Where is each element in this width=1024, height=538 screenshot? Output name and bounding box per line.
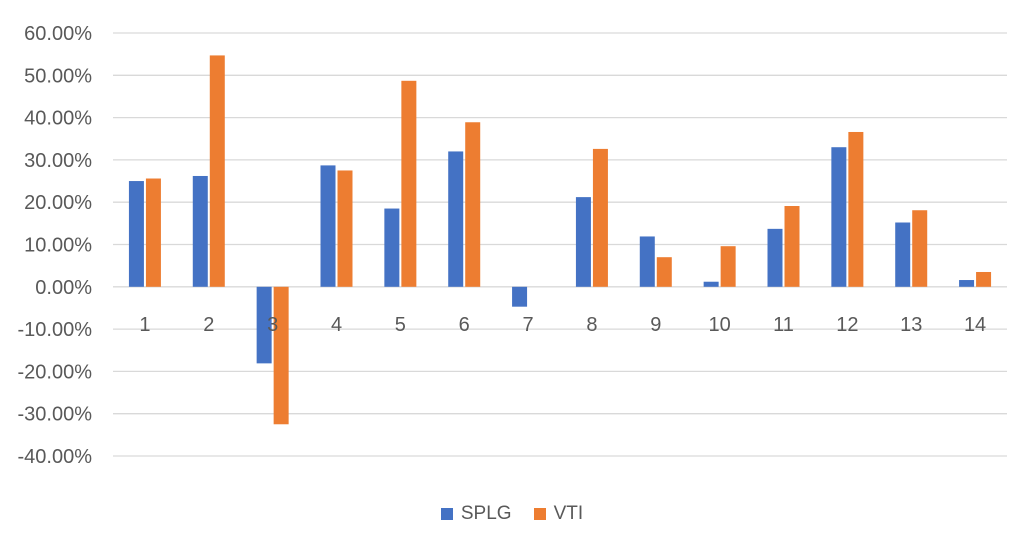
bar-splg [256, 286, 272, 364]
y-tick-label: 50.00% [24, 65, 92, 87]
bar-vti [209, 55, 225, 287]
x-tick-label: 11 [773, 314, 794, 336]
x-tick-label: 1 [139, 314, 150, 336]
y-tick-label: -40.00% [18, 446, 93, 468]
x-tick-label: 2 [203, 314, 214, 336]
bar-vti [401, 80, 417, 287]
y-axis-ticks: 60.00% 50.00% 40.00% 30.00% 20.00% 10.00% 0.00… [18, 23, 93, 468]
y-tick-label: -20.00% [18, 361, 93, 383]
bar-splg [575, 197, 591, 287]
gridlines [113, 32, 1007, 457]
y-tick-label: 60.00% [24, 23, 92, 45]
x-tick-label: 9 [650, 314, 661, 336]
x-tick-label: 3 [267, 314, 278, 336]
bar-vti [465, 122, 481, 287]
bar-vti [976, 271, 992, 287]
y-tick-label: 0.00% [35, 277, 92, 299]
bar-splg [192, 175, 208, 287]
bar-vti [720, 246, 736, 287]
y-tick-label: 40.00% [24, 108, 92, 130]
y-tick-label: 30.00% [24, 150, 92, 172]
bar-splg [384, 208, 400, 287]
bar-vti [337, 170, 353, 287]
x-tick-label: 6 [459, 314, 470, 336]
bar-splg [767, 228, 783, 287]
legend-label-vti: VTI [553, 503, 584, 524]
bar-splg [703, 281, 719, 287]
legend-swatch-vti [533, 508, 546, 520]
x-tick-label: 10 [709, 314, 731, 336]
legend-item-splg: SPLG [440, 503, 512, 525]
x-tick-label: 12 [836, 314, 858, 336]
x-tick-label: 8 [586, 314, 597, 336]
bar-splg [831, 147, 847, 287]
x-tick-label: 14 [964, 314, 986, 336]
legend-swatch-splg [440, 508, 453, 520]
legend-item-vti: VTI [533, 503, 584, 525]
y-tick-label: 20.00% [24, 192, 92, 214]
legend: SPLG VTI [0, 500, 1024, 528]
x-tick-label: 7 [523, 314, 534, 336]
bar-splg [448, 151, 464, 287]
bar-vti [784, 206, 800, 287]
bar-splg [639, 236, 655, 287]
bar-vti [273, 286, 289, 425]
bar-splg [320, 165, 336, 287]
y-tick-label: -30.00% [18, 404, 93, 426]
bar-vti [145, 178, 161, 287]
x-tick-label: 13 [900, 314, 922, 336]
bar-vti [912, 210, 928, 287]
bars [128, 55, 992, 425]
bar-vti [848, 131, 864, 287]
bar-splg [959, 280, 975, 287]
y-tick-label: 10.00% [24, 235, 92, 257]
bar-splg [512, 286, 528, 307]
bar-vti [592, 148, 608, 287]
x-tick-label: 5 [395, 314, 406, 336]
x-tick-label: 4 [331, 314, 342, 336]
bar-splg [895, 222, 911, 287]
x-axis-ticks: 1 2 3 4 5 6 7 8 9 10 11 12 13 14 [139, 314, 986, 336]
bar-splg [128, 181, 144, 287]
legend-label-splg: SPLG [460, 503, 512, 524]
y-tick-label: -10.00% [18, 319, 93, 341]
bar-vti [656, 257, 672, 287]
